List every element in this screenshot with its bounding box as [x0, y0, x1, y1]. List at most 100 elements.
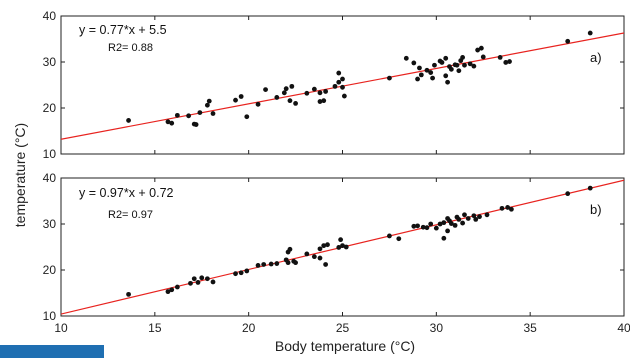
panel-a-data-point — [321, 98, 327, 104]
panel-a-data-point — [341, 93, 347, 99]
panel-a-data-point — [417, 65, 422, 71]
panel-a-r2: R2= 0.88 — [108, 42, 153, 54]
panel-b-data-point — [448, 221, 454, 226]
panel-b-data-point — [343, 244, 349, 250]
panel-b-data-point — [465, 216, 471, 221]
panel-b-data-point — [340, 243, 345, 249]
figure-caption-tab — [0, 345, 104, 358]
panel-b-data-point — [238, 270, 244, 276]
panel-a-data-point — [430, 75, 435, 81]
panel-a-data-point — [233, 97, 238, 103]
panel-b-data-point — [420, 224, 426, 230]
panel-b-data-point — [415, 223, 420, 229]
panel-b-y-tick-label: 10 — [43, 309, 57, 323]
panel-b-data-point — [268, 261, 274, 267]
panel-b-data-point — [428, 221, 434, 227]
panel-a-data-point — [317, 90, 323, 96]
panel-a-data-point — [323, 89, 329, 94]
panel-b-data-point — [165, 289, 171, 295]
panel-a-data-point — [456, 68, 462, 74]
panel-a-y-tick-label: 40 — [43, 9, 57, 23]
panel-a-data-point — [283, 86, 289, 92]
panel-a-data-point — [475, 47, 481, 53]
panel-a-data-point — [244, 114, 250, 120]
panel-b-data-point — [441, 235, 447, 241]
panel-a-data-point — [497, 55, 503, 60]
panel-a-data-point — [448, 66, 454, 72]
panel-b-data-point — [411, 223, 417, 229]
panel-a-data-point — [336, 70, 342, 76]
panel-b-data-point — [387, 233, 392, 239]
x-tick-label: 40 — [617, 321, 630, 335]
panel-a-data-point — [460, 55, 466, 60]
panel-a-y-tick-label: 10 — [43, 147, 57, 161]
panel-b-data-point — [477, 214, 482, 220]
panel-b-data-point — [261, 262, 267, 267]
panel-b-data-point — [505, 205, 511, 210]
panel-a-data-point — [169, 120, 175, 126]
x-tick-label: 30 — [430, 321, 444, 335]
panel-a-data-point — [263, 87, 268, 92]
panel-a-data-point — [165, 119, 171, 125]
panel-b-data-point — [338, 237, 344, 243]
panel-a: 10 20 30 40 y = 0.77*x + 5.5 R2= 0.88 a) — [43, 9, 625, 161]
panel-b-data-point — [285, 260, 291, 266]
panel-a-data-point — [332, 83, 338, 89]
panel-a-data-point — [197, 110, 203, 115]
panel-a-data-point — [304, 90, 310, 96]
panel-b-data-point — [304, 251, 310, 257]
panel-a-data-point — [387, 75, 392, 81]
panel-a-marks: 10 20 30 40 — [43, 9, 625, 161]
panel-b-data-point — [587, 185, 593, 191]
panel-b-data-point — [126, 291, 131, 297]
panel-a-data-point — [174, 112, 180, 118]
panel-b-data-point — [188, 280, 193, 286]
panel-a-data-point — [587, 30, 593, 36]
panel-b-label: b) — [590, 202, 602, 217]
panel-b-marks: 10 20 30 40 — [43, 171, 625, 323]
panel-b-data-point — [433, 225, 439, 231]
panel-a-data-point — [289, 83, 295, 89]
panel-b-data-point — [499, 205, 505, 211]
x-tick-label: 35 — [523, 321, 537, 335]
panel-a-data-point — [293, 101, 298, 106]
panel-b-y-tick-label: 40 — [43, 171, 57, 185]
panel-a-data-point — [238, 94, 244, 99]
panel-a-data-point — [274, 95, 280, 100]
panel-a-data-point — [565, 38, 571, 44]
x-axis-label: Body temperature (°C) — [275, 338, 415, 354]
panel-b-data-point — [396, 236, 402, 242]
panel-a-data-point — [186, 113, 192, 119]
panel-b-data-point — [456, 217, 462, 222]
panel-b-data-point — [244, 268, 250, 274]
panel-b-y-tick-label: 20 — [43, 263, 57, 277]
x-tick-label: 10 — [54, 321, 68, 335]
panel-a-label: a) — [590, 50, 602, 65]
panel-b-data-point — [274, 261, 280, 266]
x-tick-label: 25 — [336, 321, 350, 335]
panel-a-y-tick-label: 30 — [43, 55, 57, 69]
panel-a-data-point — [255, 101, 261, 107]
panel-b-data-point — [441, 220, 447, 226]
panel-b-data-point — [169, 287, 175, 293]
panel-a-data-point — [126, 118, 131, 123]
x-tick-label: 20 — [242, 321, 256, 335]
panel-b-data-point — [462, 212, 467, 218]
panel-a-data-point — [340, 84, 345, 90]
panel-a-data-point — [503, 60, 509, 65]
panel-b-data-point — [323, 262, 329, 267]
panel-b-data-point — [255, 263, 261, 268]
panel-b-data-point — [424, 225, 430, 231]
panel-b-data-point — [336, 245, 342, 250]
panel-b-data-point — [317, 255, 323, 261]
panel-a-data-point — [336, 79, 342, 85]
panel-b-equation: y = 0.97*x + 0.72 — [79, 186, 174, 200]
panel-a-data-point — [424, 67, 430, 73]
panel-b-data-point — [565, 191, 571, 197]
panel-b-data-point — [452, 222, 458, 228]
panel-a-y-tick-label: 20 — [43, 101, 57, 115]
panel-a-data-point — [415, 76, 420, 82]
panel-a-data-point — [403, 55, 409, 61]
panel-b-data-point — [293, 260, 298, 266]
panel-a-data-point — [471, 63, 477, 69]
